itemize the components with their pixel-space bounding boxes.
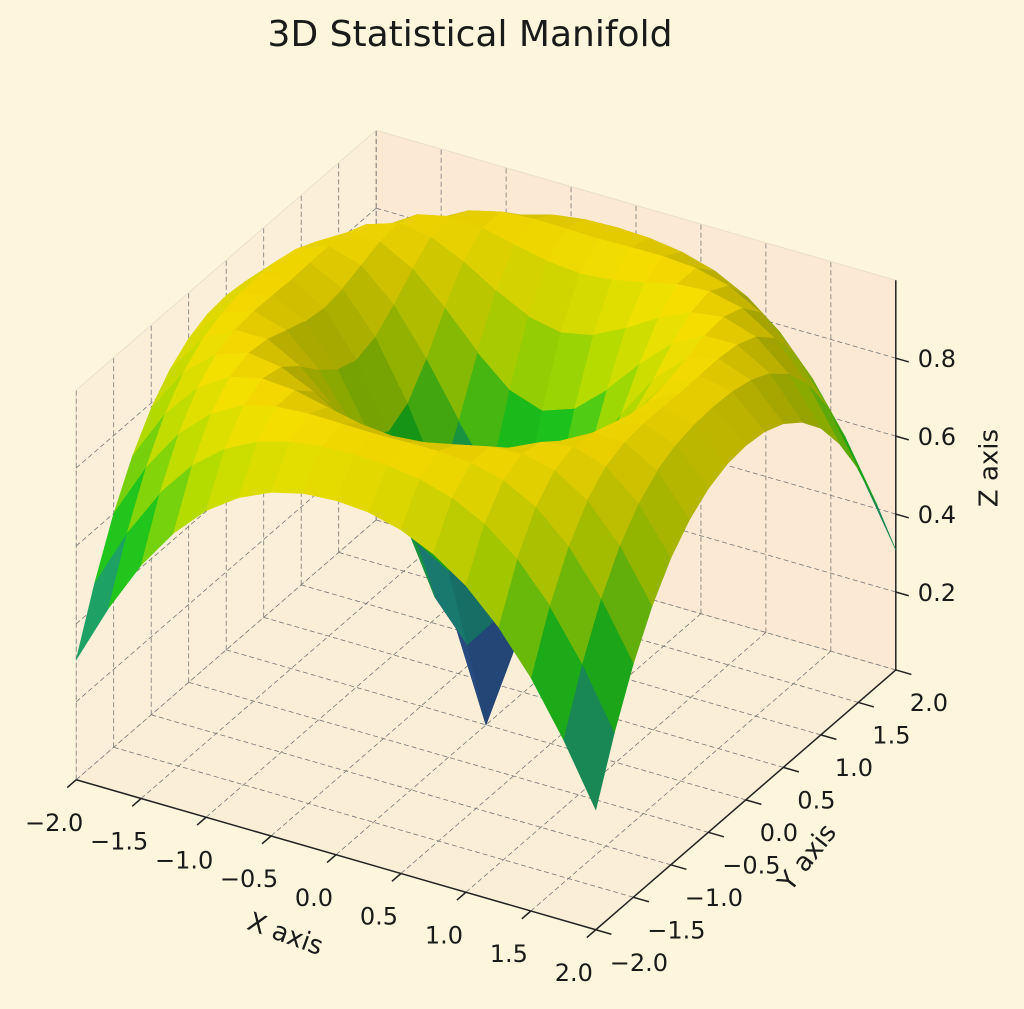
y-axis-line xyxy=(595,669,897,931)
tick-mark xyxy=(456,891,467,901)
grid-line xyxy=(338,552,859,703)
tick-mark xyxy=(858,701,875,708)
tick-mark xyxy=(895,591,909,597)
tick-mark xyxy=(586,929,597,939)
x-tick-label: 2.0 xyxy=(555,959,593,987)
grid-line xyxy=(465,632,767,893)
x-tick-label: 1.0 xyxy=(425,921,463,949)
x-tick-label: −2.0 xyxy=(25,809,83,837)
y-tick-label: −2.0 xyxy=(610,949,668,977)
tick-mark xyxy=(66,779,77,789)
grid-line xyxy=(226,649,746,801)
y-tick-label: 0.0 xyxy=(760,819,798,847)
tick-mark xyxy=(595,929,612,935)
tick-mark xyxy=(633,896,650,903)
tick-mark xyxy=(131,797,142,807)
tick-mark xyxy=(670,864,687,871)
grid-line xyxy=(151,714,671,866)
grid-line xyxy=(530,650,832,912)
tick-mark xyxy=(895,435,909,441)
grid-line xyxy=(140,538,442,799)
tick-mark xyxy=(783,766,800,773)
tick-mark xyxy=(521,910,532,920)
z-tick-label: 0.4 xyxy=(918,501,956,529)
y-tick-label: 0.5 xyxy=(797,786,835,814)
grid-line xyxy=(263,616,784,768)
grid-line xyxy=(301,584,821,736)
tick-mark xyxy=(326,854,337,864)
tick-mark xyxy=(261,835,272,845)
tick-mark xyxy=(708,831,725,838)
z-tick-label: 0.6 xyxy=(918,423,956,451)
grid-line xyxy=(188,681,709,833)
chart-title: 3D Statistical Manifold xyxy=(268,14,673,55)
x-tick-label: 0.5 xyxy=(360,903,398,931)
tick-mark xyxy=(895,513,909,519)
x-tick-label: −1.0 xyxy=(155,846,213,874)
z-tick-label: 0.8 xyxy=(918,345,956,373)
y-tick-label: 1.0 xyxy=(835,754,873,782)
grid-line xyxy=(113,746,634,898)
x-axis-line xyxy=(75,779,597,931)
z-axis-label: Z axis xyxy=(975,429,1005,507)
y-tick-label: −0.5 xyxy=(722,851,780,879)
y-tick-label: 2.0 xyxy=(910,689,948,717)
tick-mark xyxy=(895,669,912,676)
grid-line xyxy=(75,519,377,781)
tick-mark xyxy=(895,357,909,363)
tick-mark xyxy=(196,816,207,826)
y-tick-label: −1.0 xyxy=(685,884,743,912)
x-tick-label: −0.5 xyxy=(220,865,278,893)
grid-line xyxy=(400,613,702,874)
tick-mark xyxy=(391,872,402,882)
x-tick-label: 1.5 xyxy=(490,940,528,968)
x-tick-label: 0.0 xyxy=(295,884,333,912)
y-tick-label: 1.5 xyxy=(872,721,910,749)
z-tick-label: 0.2 xyxy=(918,579,956,607)
surface-face xyxy=(465,523,518,628)
tick-mark xyxy=(745,799,762,806)
y-tick-label: −1.5 xyxy=(647,916,705,944)
tick-mark xyxy=(820,734,837,741)
x-tick-label: −1.5 xyxy=(90,828,148,856)
